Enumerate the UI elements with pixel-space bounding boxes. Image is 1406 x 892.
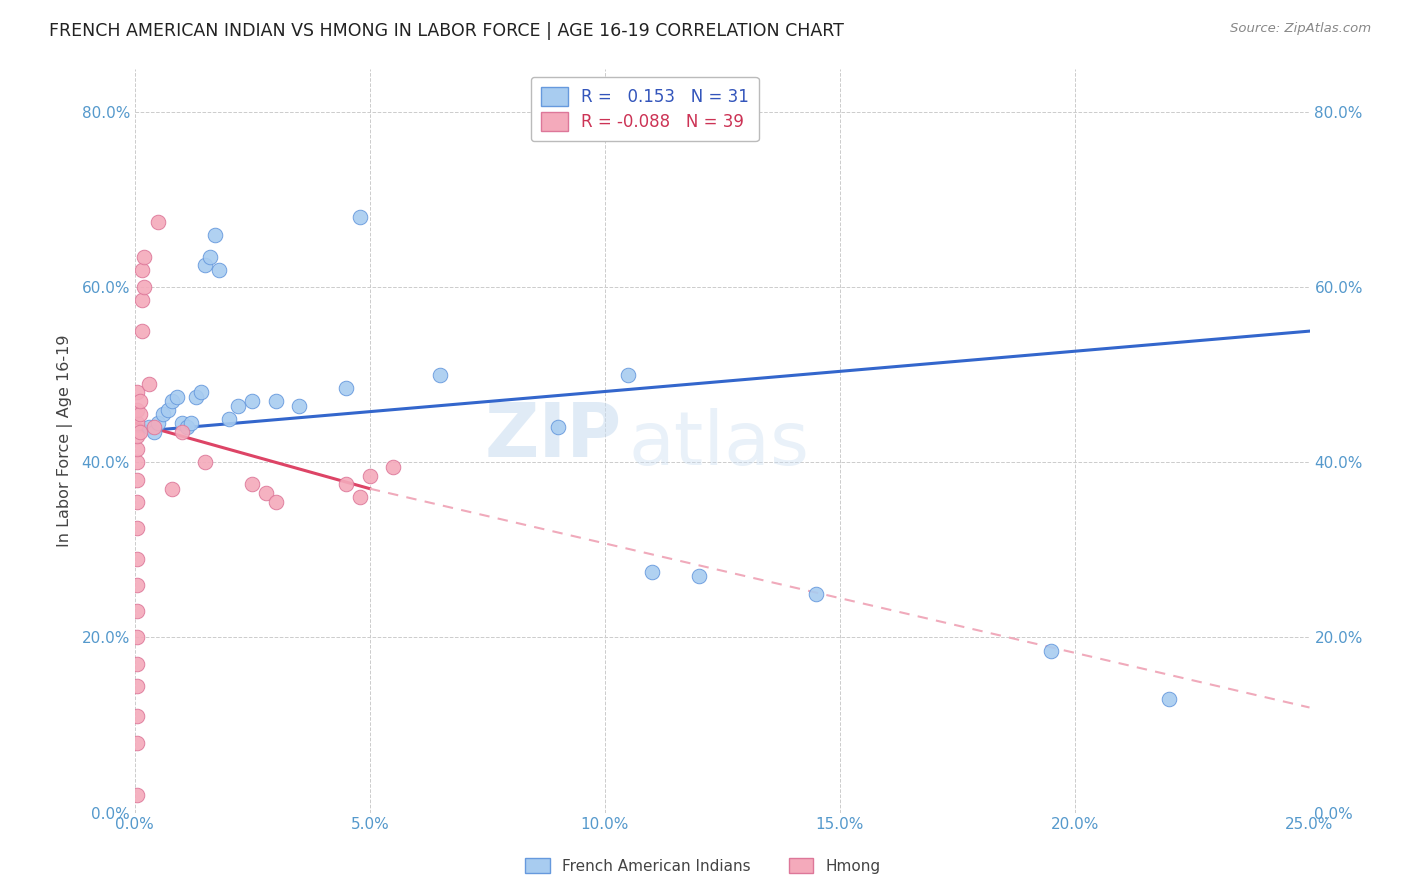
Point <box>127 442 149 457</box>
Point <box>180 416 202 430</box>
Point <box>131 263 153 277</box>
Text: ZIP: ZIP <box>485 401 623 474</box>
Point <box>335 477 357 491</box>
Point <box>641 565 664 579</box>
Point <box>127 429 149 443</box>
Point <box>349 491 371 505</box>
Text: Source: ZipAtlas.com: Source: ZipAtlas.com <box>1230 22 1371 36</box>
Point <box>142 420 165 434</box>
Point <box>208 263 231 277</box>
Point <box>127 385 149 400</box>
Point <box>152 407 174 421</box>
Point <box>264 495 287 509</box>
Point <box>166 390 188 404</box>
Y-axis label: In Labor Force | Age 16-19: In Labor Force | Age 16-19 <box>58 334 73 547</box>
Point <box>240 394 263 409</box>
Point <box>176 420 198 434</box>
Point <box>204 227 226 242</box>
Point <box>127 788 149 802</box>
Point <box>127 495 149 509</box>
Point <box>190 385 212 400</box>
Point <box>804 587 827 601</box>
Point <box>127 735 149 749</box>
Point <box>1157 691 1180 706</box>
Point <box>134 280 156 294</box>
Point <box>162 394 184 409</box>
Point <box>156 403 179 417</box>
Point <box>688 569 710 583</box>
Point <box>194 259 217 273</box>
Point <box>131 293 153 308</box>
Point <box>254 486 277 500</box>
Point <box>170 425 193 439</box>
Point <box>349 211 371 225</box>
Point <box>148 416 170 430</box>
Point <box>240 477 263 491</box>
Point <box>127 631 149 645</box>
Legend: French American Indians, Hmong: French American Indians, Hmong <box>519 852 887 880</box>
Text: atlas: atlas <box>628 408 810 481</box>
Point <box>127 403 149 417</box>
Point <box>218 411 240 425</box>
Point <box>128 407 150 421</box>
Point <box>617 368 640 382</box>
Point <box>335 381 357 395</box>
Point <box>134 250 156 264</box>
Point <box>138 376 160 391</box>
Point <box>127 679 149 693</box>
Point <box>359 468 381 483</box>
Point <box>547 420 569 434</box>
Point <box>131 324 153 338</box>
Point <box>127 578 149 592</box>
Point <box>226 399 249 413</box>
Point <box>148 215 170 229</box>
Point <box>288 399 311 413</box>
Point <box>1040 643 1063 657</box>
Point <box>127 455 149 469</box>
Point <box>170 416 193 430</box>
Point <box>382 459 405 474</box>
Point <box>194 455 217 469</box>
Point <box>127 416 149 430</box>
Point <box>127 657 149 671</box>
Point <box>127 473 149 487</box>
Point <box>127 709 149 723</box>
Point <box>429 368 451 382</box>
Point <box>128 425 150 439</box>
Point <box>138 420 160 434</box>
Point <box>184 390 207 404</box>
Point <box>198 250 221 264</box>
Point <box>127 604 149 618</box>
Legend: R =   0.153   N = 31, R = -0.088   N = 39: R = 0.153 N = 31, R = -0.088 N = 39 <box>531 77 759 141</box>
Point <box>264 394 287 409</box>
Point <box>127 521 149 535</box>
Point <box>142 425 165 439</box>
Point <box>127 551 149 566</box>
Point <box>162 482 184 496</box>
Text: FRENCH AMERICAN INDIAN VS HMONG IN LABOR FORCE | AGE 16-19 CORRELATION CHART: FRENCH AMERICAN INDIAN VS HMONG IN LABOR… <box>49 22 844 40</box>
Point <box>128 394 150 409</box>
